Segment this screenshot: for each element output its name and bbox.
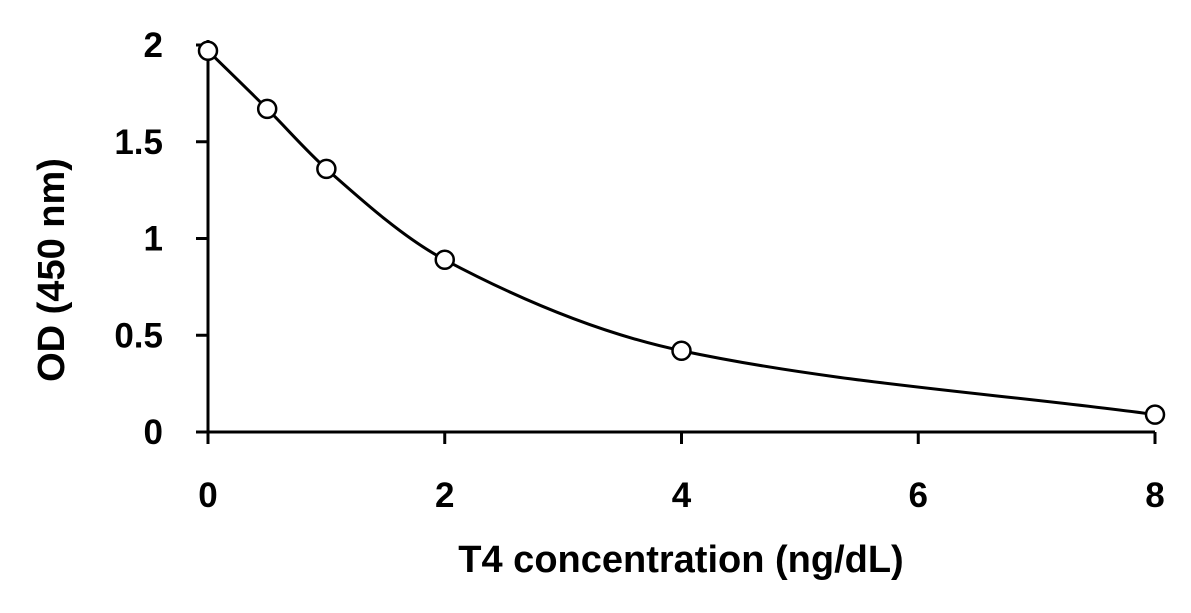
x-axis-title: T4 concentration (ng/dL) (458, 539, 903, 581)
x-tick-label: 2 (435, 476, 454, 515)
y-axis-title: OD (450 nm) (31, 158, 73, 382)
data-point-marker (316, 158, 337, 180)
x-axis-ticks (206, 432, 1157, 444)
x-axis-group: 0 2 4 6 8 (198, 430, 1165, 515)
y-tick-label: 1.5 (114, 123, 163, 162)
data-point-marker (256, 98, 278, 120)
x-tick-label: 6 (909, 476, 928, 515)
plot-area (197, 40, 1166, 425)
y-tick-label: 1 (144, 220, 163, 259)
y-axis-ticks (196, 43, 208, 434)
y-axis-tick-labels: 0 0.5 1 1.5 2 (114, 26, 163, 452)
data-point-marker (671, 340, 692, 361)
y-tick-label: 2 (144, 26, 163, 65)
y-axis-group: 0 0.5 1 1.5 2 (114, 26, 210, 452)
data-point-marker (197, 40, 219, 62)
y-tick-label: 0 (144, 413, 163, 452)
data-point-marker (434, 249, 455, 271)
x-axis-tick-labels: 0 2 4 6 8 (198, 476, 1164, 515)
x-tick-label: 4 (672, 476, 692, 515)
data-point-marker (1144, 404, 1166, 425)
x-tick-label: 0 (198, 476, 217, 515)
x-tick-label: 8 (1145, 476, 1164, 515)
y-tick-label: 0.5 (114, 316, 163, 355)
